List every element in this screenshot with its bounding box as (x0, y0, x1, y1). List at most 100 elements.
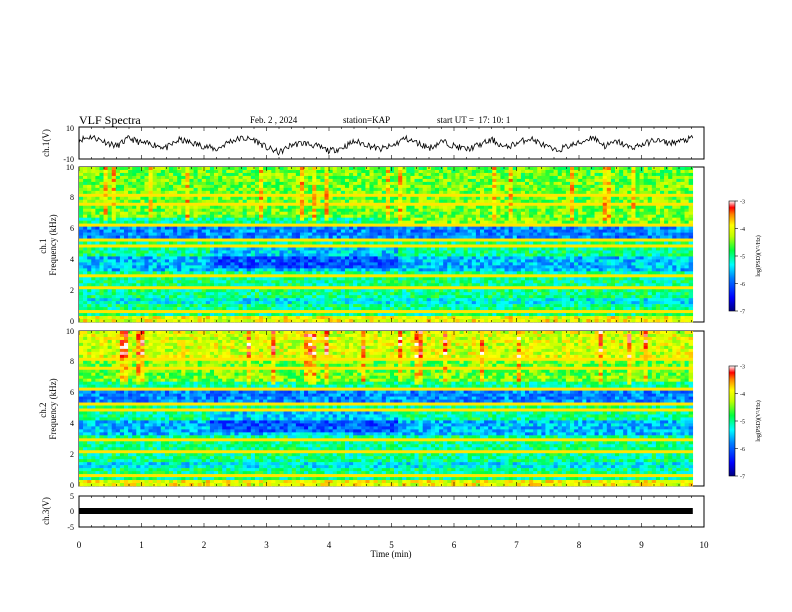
spectrogram-cell (99, 214, 104, 218)
spectrogram-cell (115, 316, 121, 320)
spectrogram-cell (263, 259, 268, 263)
spectrogram-cell (426, 208, 432, 213)
spectrogram-cell (381, 211, 387, 215)
spectrogram-cell (164, 304, 170, 308)
spectrogram-cell (308, 184, 313, 189)
spectrogram-cell (279, 262, 284, 266)
spectrogram-cell (295, 319, 301, 323)
spectrogram-cell (128, 277, 133, 281)
spectrogram-cell (173, 169, 178, 174)
spectrogram-cell (332, 193, 338, 198)
spectrogram-cell (340, 301, 346, 305)
spectrogram-cell (197, 259, 203, 263)
spectrogram-cell (173, 196, 178, 201)
spectrogram-cell (377, 304, 383, 308)
spectrogram-cell (230, 214, 235, 218)
spectrogram-cell (410, 286, 415, 290)
spectrogram-cell (226, 256, 231, 260)
spectrogram-cell (226, 220, 231, 224)
spectrogram-cell (128, 238, 133, 242)
spectrogram-cell (291, 190, 297, 195)
spectrogram-cell (263, 238, 268, 242)
spectrogram-cell (426, 211, 432, 215)
spectrogram-cell (144, 184, 149, 189)
spectrogram-cell (263, 175, 268, 180)
spectrogram-cell (312, 241, 317, 245)
spectrogram-cell (132, 208, 137, 213)
spectrogram-cell (136, 223, 141, 227)
spectrogram-cell (422, 259, 428, 263)
spectrogram-cell (279, 313, 284, 317)
spectrogram-cell (99, 277, 104, 281)
spectrogram-cell (369, 241, 374, 245)
spectrogram-cell (267, 178, 272, 183)
spectrogram-cell (295, 172, 301, 177)
spectrogram-cell (406, 307, 411, 311)
spectrogram-cell (279, 232, 284, 236)
spectrogram-cell (250, 211, 256, 215)
spectrogram-cell (430, 295, 436, 299)
spectrogram-cell (128, 193, 133, 198)
spectrogram-cell (377, 211, 383, 215)
spectrogram-cell (328, 301, 333, 305)
spectrogram-cell (193, 235, 198, 239)
spectrogram-cell (389, 295, 395, 299)
spectrogram-cell (140, 202, 145, 207)
spectrogram-cell (430, 169, 436, 174)
spectrogram-cell (99, 259, 104, 263)
spectrogram-cell (385, 184, 391, 189)
spectrogram-cell (132, 307, 137, 311)
spectrogram-cell (447, 283, 452, 287)
spectrogram-cell (79, 187, 84, 192)
spectrogram-cell (381, 316, 387, 320)
spectrogram-cell (173, 241, 178, 245)
spectrogram-cell (119, 262, 125, 266)
spectrogram-cell (394, 220, 399, 224)
spectrogram-cell (418, 172, 423, 177)
spectrogram-cell (103, 205, 108, 210)
spectrogram-cell (275, 199, 280, 204)
spectrogram-cell (107, 232, 113, 236)
spectrogram-cell (434, 208, 440, 213)
spectrogram-cell (238, 211, 243, 215)
spectrogram-cell (254, 268, 260, 272)
spectrogram-cell (160, 190, 166, 195)
spectrogram-cell (385, 175, 391, 180)
spectrogram-cell (443, 232, 448, 236)
spectrogram-cell (291, 217, 297, 221)
spectrogram-cell (426, 304, 432, 308)
spectrogram-cell (148, 238, 153, 242)
spectrogram-cell (439, 175, 444, 180)
spectrogram-cell (164, 301, 170, 305)
spectrogram-cell (275, 298, 280, 302)
spectrogram-cell (447, 190, 452, 195)
spectrogram-cell (377, 193, 383, 198)
spectrogram-cell (385, 307, 391, 311)
spectrogram-cell (79, 229, 84, 233)
spectrogram-cell (406, 250, 411, 254)
spectrogram-cell (152, 301, 158, 305)
spectrogram-cell (79, 223, 84, 227)
spectrogram-cell (152, 262, 158, 266)
spectrogram-cell (402, 265, 407, 269)
spectrogram-cell (177, 238, 182, 242)
spectrogram-cell (430, 274, 436, 278)
spectrogram-cell (312, 235, 317, 239)
spectrogram-cell (381, 268, 387, 272)
spectrogram-cell (111, 307, 117, 311)
spectrogram-cell (447, 214, 452, 218)
spectrogram-cell (340, 187, 346, 192)
spectrogram-cell (201, 193, 207, 198)
spectrogram-cell (230, 259, 235, 263)
spectrogram-cell (316, 277, 321, 281)
spectrogram-cell (193, 172, 198, 177)
spectrogram-cell (111, 208, 117, 213)
spectrogram-cell (287, 271, 293, 275)
spectrogram-cell (181, 175, 186, 180)
spectrogram-cell (320, 211, 325, 215)
spectrogram-cell (115, 271, 121, 275)
spectrogram-cell (443, 268, 448, 272)
spectrogram-cell (214, 226, 219, 230)
spectrogram-cell (140, 307, 145, 311)
spectrogram-cell (291, 202, 297, 207)
